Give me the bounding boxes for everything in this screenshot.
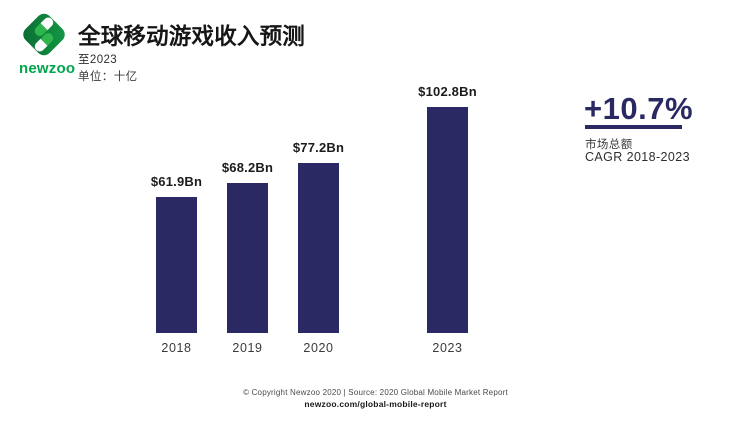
x-axis-label: 2018 <box>161 341 192 355</box>
bar-2023 <box>427 107 468 333</box>
unit-label: 单位：十亿 <box>78 71 138 83</box>
x-axis-label: 2023 <box>432 341 463 355</box>
cagr-range: CAGR 2018-2023 <box>585 150 690 164</box>
bar-2019 <box>227 183 268 333</box>
bar-2018 <box>156 197 197 333</box>
x-axis-label: 2020 <box>303 341 334 355</box>
bar-value-label: $102.8Bn <box>418 84 477 99</box>
copyright-text: © Copyright Newzoo 2020 | Source: 2020 G… <box>243 388 508 397</box>
subtitle: 至2023 <box>78 54 118 66</box>
bar-chart: $61.9Bn 2018 $68.2Bn 2019 $77.2Bn 2020 $102.8B… <box>150 84 477 355</box>
annotation-underline <box>585 125 682 129</box>
bar-value-label: $61.9Bn <box>150 174 203 189</box>
cagr-label: 市场总额 <box>585 139 633 151</box>
newzoo-diamond-icon <box>23 13 65 56</box>
page-title: 全球移动游戏收入预测 <box>78 24 306 49</box>
bar-value-label: $77.2Bn <box>292 140 345 155</box>
newzoo-wordmark: newzoo <box>19 60 76 77</box>
footer-link[interactable]: newzoo.com/global-mobile-report <box>304 399 447 409</box>
bar-2020 <box>298 163 339 333</box>
cagr-value: +10.7% <box>584 91 694 126</box>
x-axis-label: 2019 <box>232 341 263 355</box>
bar-value-label: $68.2Bn <box>221 160 274 175</box>
